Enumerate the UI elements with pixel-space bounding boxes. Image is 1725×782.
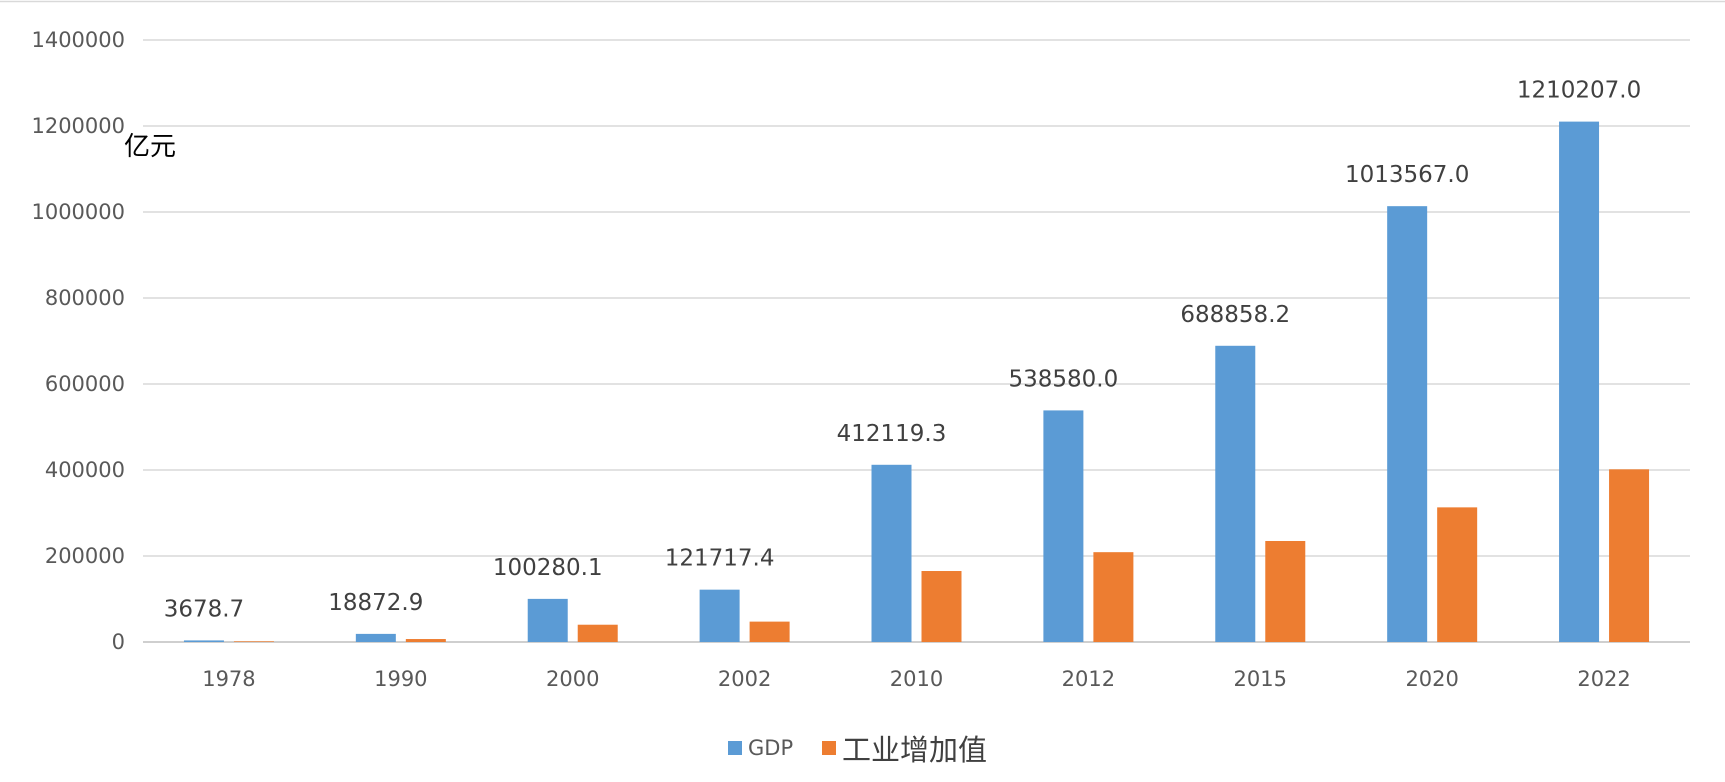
bar-industry-value-added: [1265, 540, 1306, 642]
y-tick-label: 200000: [45, 544, 125, 568]
gdp-data-label: 538580.0: [1009, 366, 1119, 392]
bar-industry-value-added: [233, 641, 274, 642]
y-tick-label: 600000: [45, 372, 125, 396]
gdp-data-label: 18872.9: [328, 590, 423, 616]
legend-label-industry-value-added: 工业增加值: [842, 733, 987, 767]
x-category-label: 2000: [546, 667, 599, 691]
bars: [183, 121, 1650, 643]
gdp-data-label: 688858.2: [1180, 302, 1290, 328]
bar-industry-value-added: [1609, 469, 1650, 642]
x-category-label: 1990: [374, 667, 427, 691]
y-tick-label: 1400000: [31, 28, 125, 52]
x-category-label: 2010: [890, 667, 943, 691]
legend-swatch-industry-value-added: [822, 741, 836, 755]
x-category-label: 2020: [1405, 667, 1458, 691]
y-axis-unit-label: 亿元: [124, 132, 176, 162]
bar-industry-value-added: [1093, 552, 1134, 642]
x-category-label: 2012: [1062, 667, 1115, 691]
bar-gdp: [1559, 121, 1600, 643]
bar-industry-value-added: [577, 624, 618, 642]
bar-gdp: [699, 589, 740, 642]
x-axis-category-labels: 1978 1990 2000 2002 2010 2012 2015 2020 2022: [202, 667, 1631, 691]
bar-gdp: [355, 633, 396, 642]
x-category-label: 2002: [718, 667, 771, 691]
bar-gdp: [183, 640, 224, 642]
y-tick-label: 1200000: [31, 114, 125, 138]
bar-gdp: [527, 598, 568, 642]
bar-industry-value-added: [749, 621, 790, 642]
y-tick-label: 0: [112, 630, 125, 654]
y-tick-label: 1000000: [31, 200, 125, 224]
x-category-label: 2015: [1234, 667, 1287, 691]
bar-industry-value-added: [405, 639, 446, 642]
bar-industry-value-added: [921, 571, 962, 642]
gdp-data-label: 1210207.0: [1517, 78, 1641, 104]
legend-swatch-gdp: [728, 741, 742, 755]
legend: GDP 工业增加值: [728, 733, 987, 767]
y-axis-tick-labels: 0 200000 400000 600000 800000 1000000 1200000 1…: [31, 28, 125, 654]
gdp-data-label: 100280.1: [493, 555, 603, 581]
y-tick-label: 400000: [45, 458, 125, 482]
legend-label-gdp: GDP: [748, 736, 793, 760]
x-category-label: 2022: [1577, 667, 1630, 691]
gdp-data-label: 1013567.0: [1345, 162, 1469, 188]
bar-gdp: [871, 464, 912, 642]
gdp-data-label: 121717.4: [665, 546, 775, 572]
bar-gdp: [1215, 345, 1256, 642]
bar-gdp: [1387, 206, 1428, 642]
bar-gdp: [1043, 410, 1084, 642]
y-tick-label: 800000: [45, 286, 125, 310]
gdp-data-label: 412119.3: [837, 421, 947, 447]
data-labels: 3678.7 18872.9 100280.1 121717.4 412119.3 538…: [164, 78, 1642, 623]
bar-industry-value-added: [1437, 507, 1478, 642]
gdp-data-label: 3678.7: [164, 596, 244, 622]
gridlines: [143, 39, 1690, 643]
x-category-label: 1978: [202, 667, 255, 691]
